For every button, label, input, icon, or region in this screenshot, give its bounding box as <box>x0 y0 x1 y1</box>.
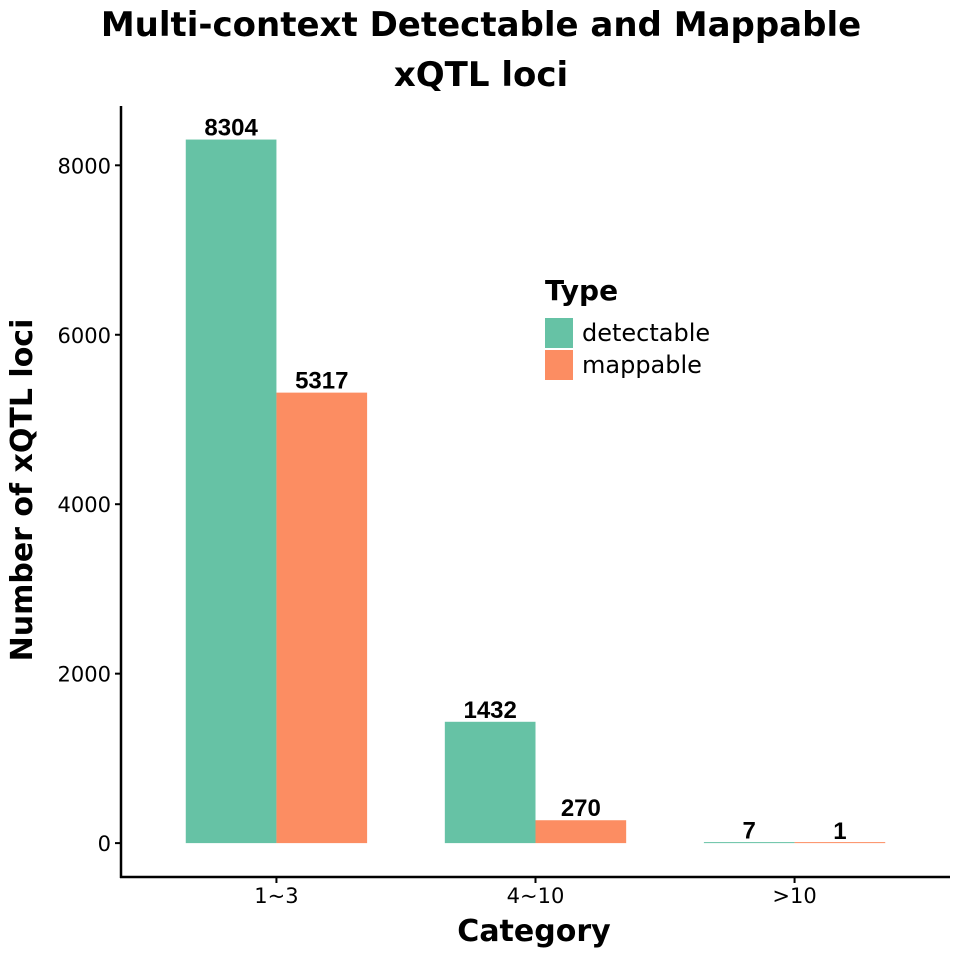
data-label-mappable-2: 1 <box>833 818 846 845</box>
legend-key-mappable <box>545 350 573 380</box>
data-label-detectable-1: 1432 <box>463 697 516 724</box>
data-label-mappable-1: 270 <box>561 795 601 822</box>
bar-detectable-1 <box>444 721 536 844</box>
bar-mappable-0 <box>276 392 368 844</box>
x-axis-title: Category <box>457 914 611 949</box>
bars-layer <box>185 139 886 844</box>
chart-subtitle: xQTL loci <box>394 55 568 95</box>
legend-label-detectable: detectable <box>582 319 710 347</box>
y-ticks-layer: 0 2000 4000 6000 8000 <box>58 154 121 856</box>
x-tick-label: 4~10 <box>507 884 565 908</box>
y-tick-label: 0 <box>98 832 111 856</box>
y-tick-label: 8000 <box>58 154 111 178</box>
bar-detectable-0 <box>185 139 277 844</box>
legend-label-mappable: mappable <box>582 351 702 379</box>
x-tick-label: 1~3 <box>254 884 298 908</box>
bar-detectable-2 <box>703 842 795 844</box>
legend-key-detectable <box>545 318 573 348</box>
y-tick-label: 6000 <box>58 324 111 348</box>
bar-mappable-2 <box>794 842 886 844</box>
y-axis-title: Number of xQTL loci <box>5 319 40 662</box>
legend-title: Type <box>545 274 618 307</box>
bar-mappable-1 <box>535 820 627 844</box>
legend: Type detectable mappable <box>545 274 710 380</box>
y-tick-label: 4000 <box>58 493 111 517</box>
data-label-detectable-0: 8304 <box>204 115 258 142</box>
x-ticks-layer: 1~3 4~10 >10 <box>254 877 817 908</box>
data-label-detectable-2: 7 <box>743 818 756 845</box>
data-labels-layer: 8304 1432 7 5317 270 1 <box>204 115 846 845</box>
data-label-mappable-0: 5317 <box>295 368 348 395</box>
y-tick-label: 2000 <box>58 663 111 687</box>
x-tick-label: >10 <box>772 884 816 908</box>
chart-title: Multi-context Detectable and Mappable <box>101 5 861 45</box>
